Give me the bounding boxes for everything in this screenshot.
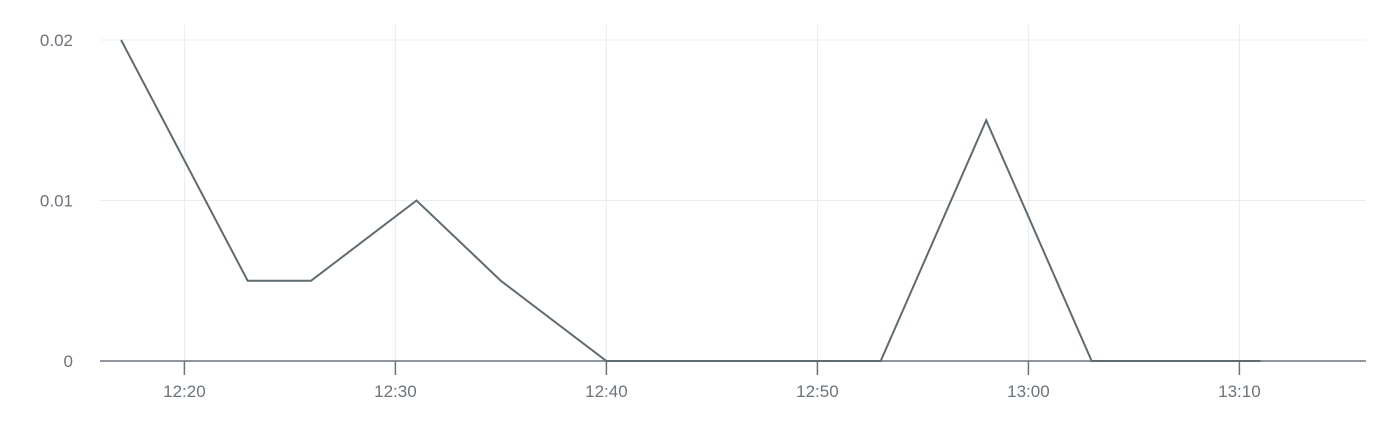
series-line xyxy=(120,39,1261,362)
x-tick-label: 12:50 xyxy=(796,382,839,401)
x-tick-label: 12:30 xyxy=(374,382,417,401)
x-tick-label: 12:40 xyxy=(585,382,628,401)
y-tick-label: 0.01 xyxy=(40,192,73,211)
x-tick-label: 13:00 xyxy=(1007,382,1050,401)
x-tick-label: 12:20 xyxy=(163,382,206,401)
x-tick-label: 13:10 xyxy=(1218,382,1261,401)
y-tick-label: 0.02 xyxy=(40,31,73,50)
y-tick-label: 0 xyxy=(64,352,73,371)
